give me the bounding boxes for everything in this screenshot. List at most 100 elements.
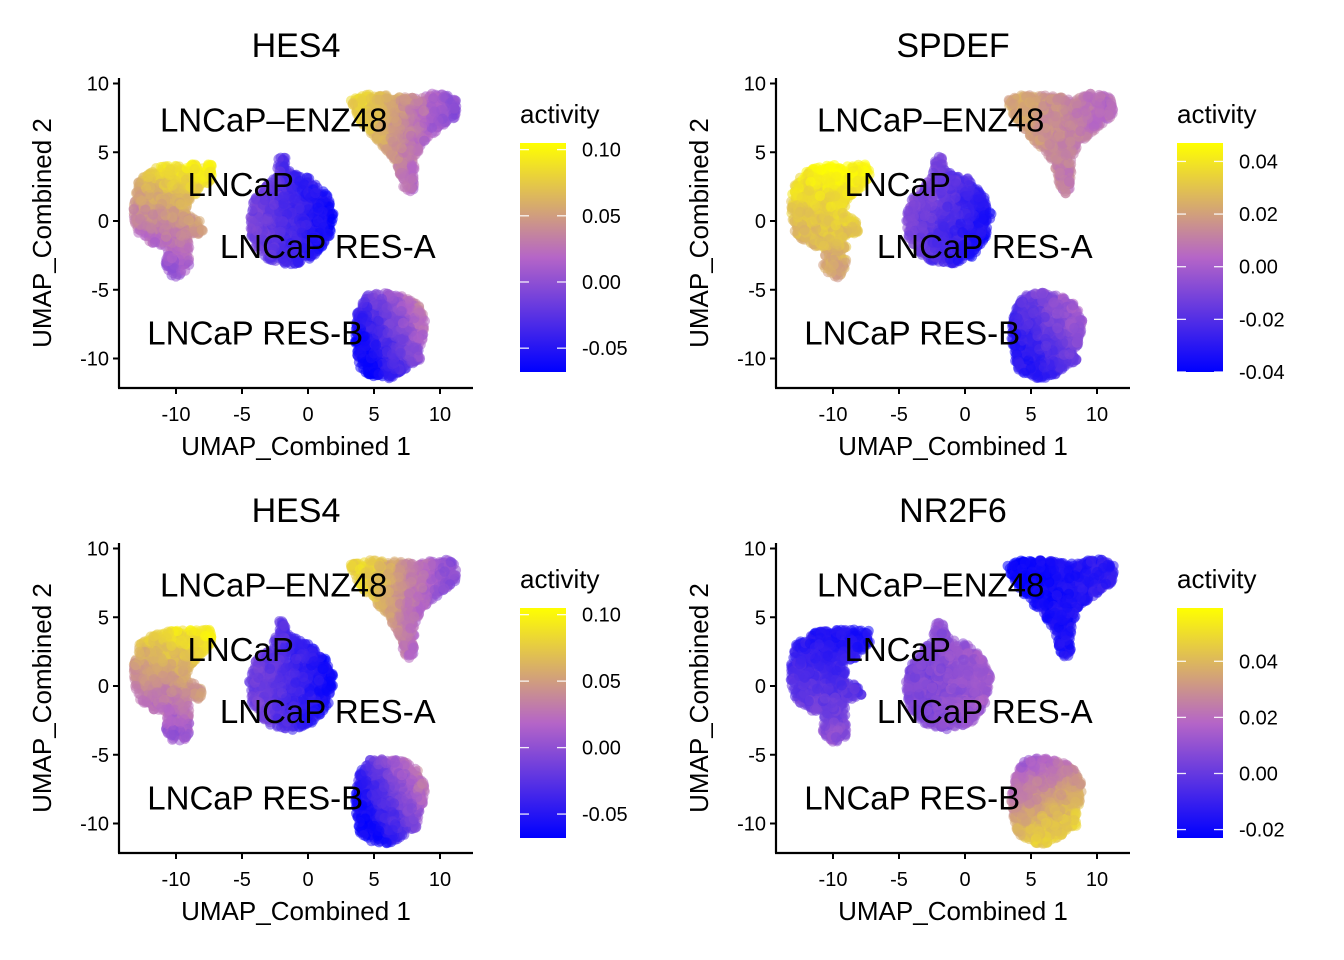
data-point [399, 93, 411, 105]
data-point [412, 145, 424, 156]
y-axis-title: UMAP_Combined 2 [27, 118, 57, 348]
data-point [396, 142, 407, 154]
data-point [814, 190, 826, 202]
x-axis-title: UMAP_Combined 1 [181, 431, 411, 461]
data-point [140, 204, 151, 215]
data-point [382, 327, 393, 339]
x-tick-label: 5 [368, 404, 379, 426]
data-point [417, 329, 429, 340]
panel-title: SPDEF [896, 27, 1009, 65]
data-point [131, 186, 143, 198]
x-tick-label: 0 [302, 404, 313, 426]
data-point [418, 105, 429, 117]
data-point [178, 216, 189, 227]
y-tick-label: 5 [98, 142, 109, 164]
data-point [376, 293, 387, 305]
data-point [310, 187, 321, 199]
x-tick-label: 10 [429, 404, 451, 426]
data-point [294, 203, 305, 214]
data-point [189, 163, 200, 175]
data-point [830, 220, 841, 231]
data-point [357, 358, 368, 370]
data-point [147, 209, 159, 220]
data-point [433, 115, 444, 126]
data-point [837, 207, 848, 219]
cluster-label: LNCaP [187, 166, 293, 203]
data-point [391, 116, 402, 127]
data-point [419, 135, 430, 146]
data-point [373, 369, 384, 380]
data-point [185, 181, 196, 193]
data-point [414, 307, 425, 318]
data-point [156, 206, 168, 217]
colorbar [520, 143, 566, 372]
data-point [408, 172, 419, 184]
data-point [399, 171, 410, 182]
data-point [145, 168, 156, 179]
data-point [149, 237, 160, 248]
data-point [419, 117, 430, 129]
data-point [408, 342, 420, 353]
colorbar-tick-label: 0.10 [582, 140, 621, 162]
y-tick-label: -10 [80, 349, 109, 371]
data-point [247, 203, 259, 214]
data-point [791, 180, 802, 191]
data-point [830, 191, 841, 202]
data-point [136, 195, 147, 206]
data-point [406, 356, 417, 367]
cluster-label: LNCaP–ENZ48 [160, 101, 387, 138]
cluster-points [245, 152, 339, 270]
scatter-points [128, 88, 462, 384]
data-point [799, 224, 810, 236]
data-point [175, 230, 187, 241]
legend-title: activity [520, 99, 599, 129]
cluster-label: LNCaP RES-A [220, 228, 436, 265]
data-point [181, 163, 192, 174]
data-point [803, 185, 815, 196]
data-point [173, 183, 184, 194]
data-point [166, 252, 178, 264]
data-point [831, 171, 842, 182]
data-point [160, 231, 172, 242]
data-point [396, 334, 407, 345]
colorbar-tick-label: 0.00 [582, 272, 621, 294]
data-point [386, 349, 398, 360]
data-point [145, 182, 156, 193]
data-point [204, 166, 215, 178]
data-point [183, 242, 195, 253]
data-point [410, 98, 421, 110]
x-tick-label: -10 [162, 404, 191, 426]
data-point [381, 337, 392, 349]
data-point [405, 130, 417, 142]
data-point [357, 297, 368, 309]
y-tick-label: -5 [91, 280, 109, 302]
data-point [818, 240, 830, 251]
data-point [135, 213, 146, 225]
y-tick-label: 0 [98, 211, 109, 233]
data-point [317, 206, 328, 217]
data-point [294, 175, 305, 187]
data-point [847, 221, 858, 233]
data-point [365, 353, 377, 364]
data-point [128, 204, 139, 215]
data-point [156, 198, 168, 210]
data-point [807, 216, 818, 227]
colorbar-tick-label: 0.05 [582, 206, 621, 228]
data-point [398, 181, 409, 192]
data-point [448, 103, 460, 114]
x-tick-label: -5 [233, 404, 251, 426]
data-point [180, 265, 191, 276]
colorbar-tick-label: -0.05 [582, 338, 628, 360]
data-point [406, 161, 418, 172]
data-point [183, 255, 194, 266]
data-point [831, 238, 842, 250]
data-point [181, 199, 192, 210]
data-point [146, 223, 157, 234]
data-point [395, 348, 406, 359]
colorbar-legend: activity 0.10 0.05 0.00 -0.05 [520, 99, 628, 372]
data-point [386, 359, 398, 370]
data-point [396, 306, 407, 317]
data-point [381, 144, 392, 155]
